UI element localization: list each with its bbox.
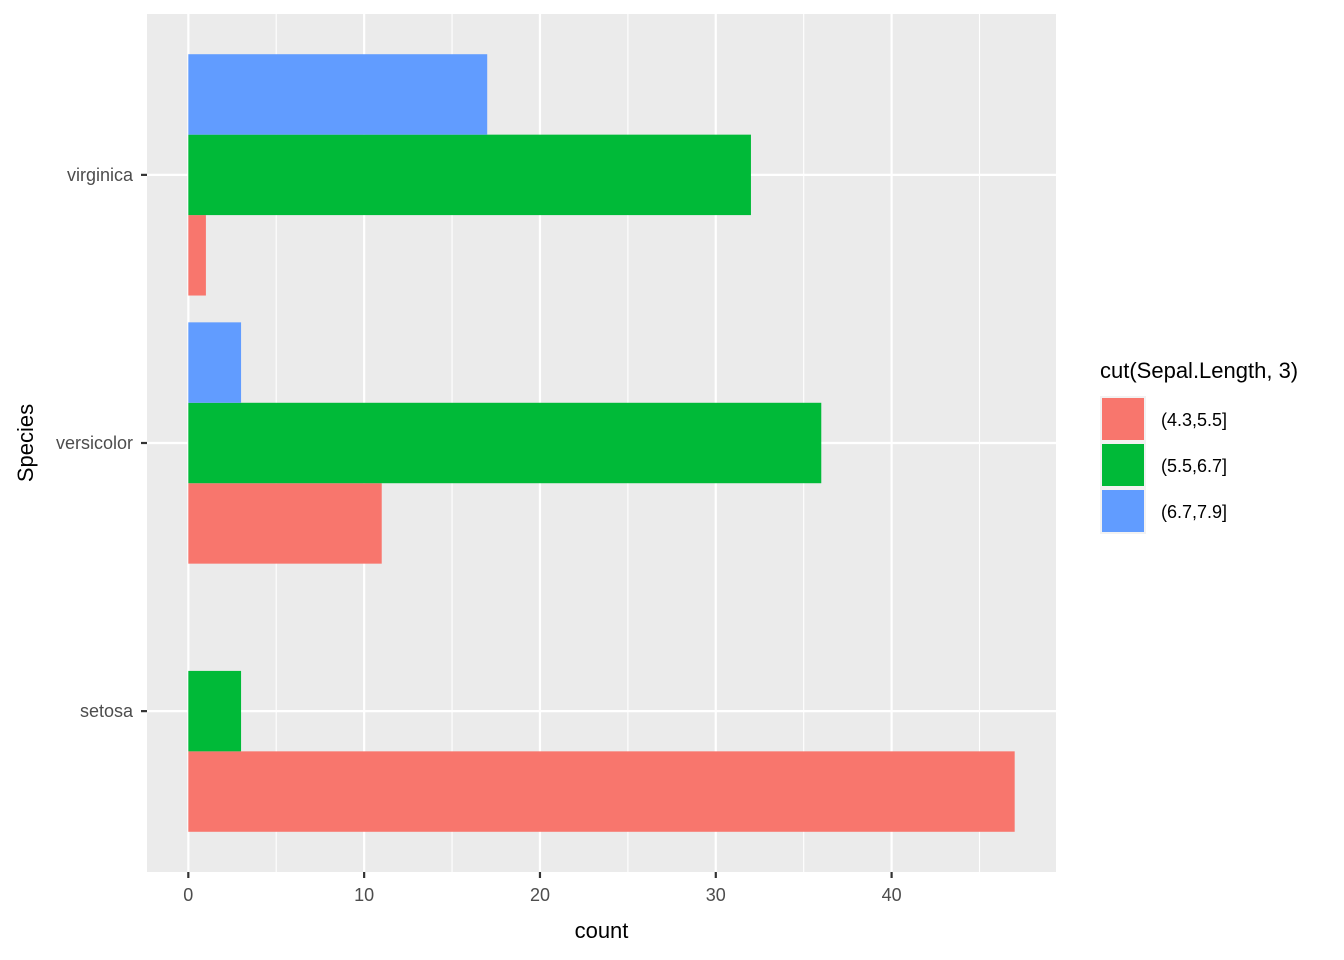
- legend-swatch: [1102, 490, 1144, 532]
- y-axis: setosa versicolor virginica: [56, 165, 147, 721]
- bar-versicolor-0: [188, 483, 382, 564]
- y-axis-title: Species: [13, 404, 38, 482]
- x-tick-label: 10: [354, 885, 374, 905]
- bar-versicolor-1: [188, 402, 822, 484]
- bar-virginica-2: [188, 54, 488, 135]
- y-tick-label: versicolor: [56, 433, 133, 453]
- legend-items: (4.3,5.5] (5.5,6.7] (6.7,7.9]: [1100, 396, 1227, 534]
- legend-swatch: [1102, 444, 1144, 486]
- x-tick-label: 20: [530, 885, 550, 905]
- bar-virginica-0: [188, 215, 206, 296]
- x-axis-title: count: [575, 918, 629, 943]
- legend-label: (5.5,6.7]: [1161, 456, 1227, 476]
- legend-label: (6.7,7.9]: [1161, 502, 1227, 522]
- x-tick-label: 0: [183, 885, 193, 905]
- x-axis: 0 10 20 30 40: [183, 872, 902, 905]
- y-tick-label: virginica: [67, 165, 134, 185]
- legend-title: cut(Sepal.Length, 3): [1100, 358, 1298, 383]
- bar-setosa-1: [188, 670, 242, 752]
- bar-virginica-1: [188, 134, 751, 216]
- x-tick-label: 30: [706, 885, 726, 905]
- legend: cut(Sepal.Length, 3) (4.3,5.5](5.5,6.7](…: [1100, 358, 1298, 534]
- bars: [188, 54, 1015, 832]
- legend-label: (4.3,5.5]: [1161, 410, 1227, 430]
- bar-setosa-0: [188, 751, 1015, 832]
- x-tick-label: 40: [882, 885, 902, 905]
- bar-versicolor-2: [188, 322, 242, 403]
- y-tick-label: setosa: [80, 701, 134, 721]
- legend-swatch: [1102, 398, 1144, 440]
